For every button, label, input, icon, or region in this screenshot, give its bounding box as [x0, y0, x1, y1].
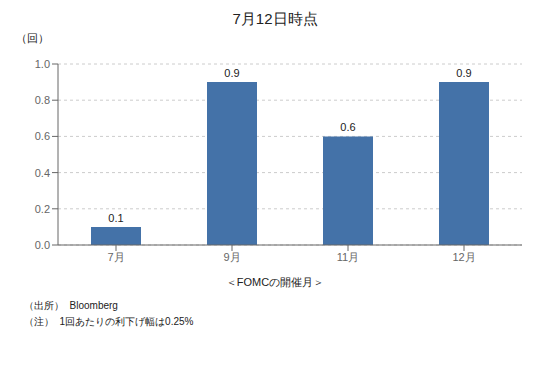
svg-text:0.1: 0.1: [108, 212, 123, 224]
svg-text:1.0: 1.0: [35, 58, 50, 70]
svg-text:0.9: 0.9: [456, 67, 471, 79]
html-text:（出所） Bloomberg: （出所） Bloomberg: [24, 300, 118, 311]
svg-text:0.8: 0.8: [35, 94, 50, 106]
html-text:（注） 1回あたりの利下げ幅は0.25%: （注） 1回あたりの利下げ幅は0.25%: [24, 316, 194, 327]
html-text:7月12日時点: 7月12日時点: [232, 10, 318, 27]
svg-text:0.6: 0.6: [340, 121, 355, 133]
svg-text:0.4: 0.4: [35, 167, 50, 179]
html-text:＜FOMCの開催月＞: ＜FOMCの開催月＞: [225, 276, 325, 288]
html-text:（回）: （回）: [16, 32, 49, 44]
svg-text:0.6: 0.6: [35, 130, 50, 142]
svg-text:11月: 11月: [337, 251, 359, 263]
svg-text:7月: 7月: [107, 251, 124, 263]
svg-text:0.0: 0.0: [35, 239, 50, 251]
svg-text:0.9: 0.9: [224, 67, 239, 79]
svg-text:0.2: 0.2: [35, 203, 50, 215]
svg-text:9月: 9月: [223, 251, 240, 263]
svg-text:12月: 12月: [452, 251, 475, 263]
